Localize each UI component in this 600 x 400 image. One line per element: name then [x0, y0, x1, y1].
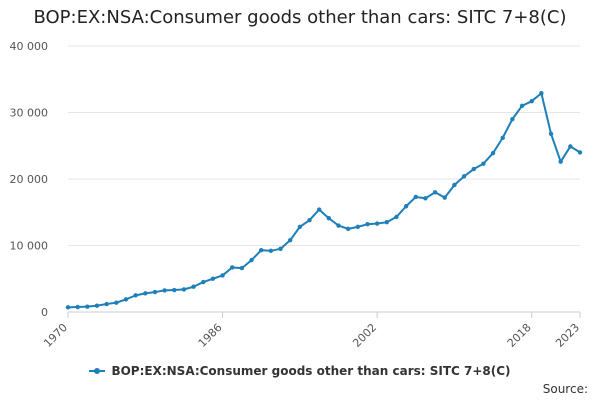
data-point-2002[interactable] — [374, 221, 380, 226]
data-point-1985[interactable] — [210, 276, 216, 281]
data-point-2022[interactable] — [568, 144, 573, 149]
data-point-2016[interactable] — [510, 116, 515, 122]
x-tick-label-4: 2023 — [553, 321, 582, 350]
data-point-1971[interactable] — [75, 304, 80, 310]
data-point-1989[interactable] — [249, 257, 254, 263]
grid-lines — [68, 45, 580, 246]
data-point-1977[interactable] — [133, 293, 138, 298]
data-point-1994[interactable] — [297, 224, 303, 230]
data-point-1970[interactable] — [65, 305, 71, 310]
data-point-1993[interactable] — [287, 237, 293, 243]
source-label: Source: — [542, 382, 588, 396]
chart-title: BOP:EX:NSA:Consumer goods other than car… — [33, 7, 567, 28]
data-point-1997[interactable] — [326, 216, 332, 221]
data-point-1978[interactable] — [143, 291, 148, 296]
x-tick-label-0: 1970 — [41, 321, 70, 350]
y-tick-label-1: 10 000 — [10, 240, 49, 253]
y-tick-label-0: 0 — [41, 306, 48, 319]
data-point-1974[interactable] — [104, 301, 109, 307]
data-point-2021[interactable] — [558, 159, 563, 164]
series-line-layer — [67, 92, 581, 309]
data-point-1987[interactable] — [230, 265, 235, 270]
data-point-2006[interactable] — [413, 194, 418, 200]
data-point-1981[interactable] — [172, 287, 177, 293]
data-point-2011[interactable] — [461, 174, 467, 179]
data-point-1998[interactable] — [336, 223, 341, 228]
data-point-1983[interactable] — [191, 284, 196, 289]
data-point-2018[interactable] — [529, 98, 534, 104]
data-point-2005[interactable] — [403, 204, 409, 209]
data-point-2013[interactable] — [481, 161, 486, 166]
data-point-2017[interactable] — [519, 103, 525, 109]
data-point-2010[interactable] — [452, 182, 457, 188]
x-tick-label-2: 2002 — [350, 321, 379, 350]
data-point-1999[interactable] — [345, 226, 351, 232]
data-point-1982[interactable] — [181, 287, 187, 292]
data-point-1979[interactable] — [152, 289, 158, 295]
data-point-1976[interactable] — [123, 297, 129, 302]
data-point-1975[interactable] — [114, 300, 119, 305]
data-point-2015[interactable] — [500, 135, 505, 140]
data-point-1988[interactable] — [239, 265, 245, 271]
data-point-1991[interactable] — [268, 248, 274, 254]
data-point-2012[interactable] — [471, 166, 476, 172]
legend-label: BOP:EX:NSA:Consumer goods other than car… — [111, 364, 511, 378]
data-point-2003[interactable] — [384, 220, 389, 225]
data-point-2023[interactable] — [577, 150, 583, 155]
data-point-2009[interactable] — [442, 195, 447, 200]
y-tick-label-2: 20 000 — [10, 173, 49, 186]
data-point-2008[interactable] — [432, 190, 438, 195]
series-line-0 — [67, 92, 581, 309]
data-point-1980[interactable] — [162, 288, 167, 293]
legend[interactable]: BOP:EX:NSA:Consumer goods other than car… — [0, 364, 600, 378]
data-point-1995[interactable] — [307, 218, 312, 223]
data-point-1972[interactable] — [85, 304, 90, 309]
data-point-1984[interactable] — [201, 279, 206, 285]
data-point-1996[interactable] — [316, 207, 322, 212]
data-point-2020[interactable] — [548, 131, 554, 136]
x-tick-label-1: 1986 — [196, 321, 225, 350]
data-point-1992[interactable] — [278, 246, 283, 252]
data-point-2000[interactable] — [355, 224, 361, 230]
y-tick-label-3: 30 000 — [10, 107, 49, 120]
x-tick-label-3: 2018 — [505, 321, 534, 350]
axes: 0 10 000 20 000 30 000 40 000 1970 1986 2002 201… — [10, 40, 583, 350]
data-point-1990[interactable] — [259, 247, 264, 253]
data-point-2001[interactable] — [365, 222, 370, 227]
data-point-2014[interactable] — [490, 150, 496, 156]
legend-swatch-icon — [89, 366, 106, 376]
data-point-1973[interactable] — [94, 303, 100, 308]
data-point-2019[interactable] — [539, 91, 544, 96]
data-point-1986[interactable] — [220, 273, 225, 278]
data-point-2007[interactable] — [423, 196, 428, 201]
data-point-2004[interactable] — [394, 214, 399, 220]
y-tick-label-4: 40 000 — [10, 40, 49, 53]
series-points-layer — [65, 91, 583, 310]
